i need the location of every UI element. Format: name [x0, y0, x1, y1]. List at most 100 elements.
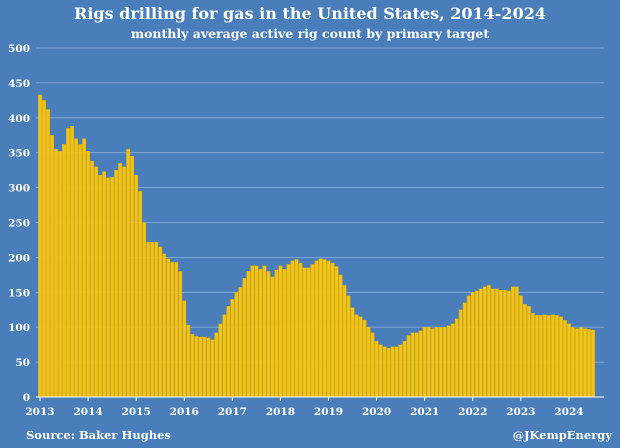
bar-58: [270, 276, 275, 398]
bar-95: [418, 330, 423, 398]
bar-70: [318, 258, 323, 398]
y-tick-label-150: 150: [8, 287, 30, 299]
bar-107: [466, 295, 471, 398]
bar-46: [222, 314, 227, 398]
bar-11: [82, 138, 86, 398]
bar-56: [262, 265, 267, 398]
x-tick-label-2021: 2021: [410, 406, 439, 418]
bar-67: [306, 267, 311, 398]
bar-29: [154, 241, 159, 398]
x-tick-label-2015: 2015: [122, 406, 151, 418]
bar-54: [254, 265, 259, 398]
bar-34: [174, 262, 179, 398]
chart-title: Rigs drilling for gas in the United Stat…: [74, 4, 546, 23]
bar-50: [238, 287, 243, 398]
x-tick-label-2018: 2018: [266, 406, 295, 418]
x-tick-label-2024: 2024: [554, 406, 583, 418]
bar-8: [70, 125, 74, 398]
bar-97: [426, 327, 431, 398]
bar-52: [246, 271, 251, 398]
y-tick-label-100: 100: [8, 322, 30, 334]
bar-23: [130, 155, 135, 398]
bar-81: [362, 320, 367, 398]
bar-17: [106, 177, 111, 398]
y-tick-label-400: 400: [8, 113, 30, 125]
bar-133: [571, 327, 575, 398]
bar-6: [62, 144, 66, 398]
y-tick-label-450: 450: [8, 78, 30, 90]
bar-21: [122, 166, 127, 398]
bar-106: [462, 302, 467, 398]
bar-39: [194, 336, 199, 398]
bar-64: [294, 259, 299, 398]
bar-119: [514, 286, 519, 398]
bar-84: [374, 340, 379, 398]
bar-104: [454, 318, 459, 398]
bar-132: [567, 323, 571, 398]
bar-32: [166, 258, 171, 398]
bar-20: [118, 162, 123, 398]
bar-5: [58, 151, 62, 398]
bar-128: [551, 314, 555, 398]
bar-74: [334, 266, 339, 398]
bar-102: [446, 325, 451, 398]
bar-63: [290, 260, 295, 398]
bar-100: [438, 327, 443, 398]
bar-0: [38, 94, 42, 398]
bar-101: [442, 327, 447, 398]
bar-14: [94, 166, 99, 398]
bar-66: [302, 267, 307, 398]
y-tick-label-300: 300: [8, 183, 30, 195]
bar-103: [450, 323, 455, 398]
bar-36: [182, 300, 187, 398]
bar-76: [342, 285, 347, 398]
bar-111: [482, 286, 487, 398]
bar-4: [54, 149, 58, 398]
bar-51: [242, 278, 247, 398]
bar-80: [358, 316, 363, 398]
y-tick-label-250: 250: [8, 218, 30, 230]
bar-22: [126, 149, 131, 398]
bar-3: [50, 135, 54, 398]
bar-121: [522, 303, 527, 398]
bar-99: [434, 327, 439, 398]
bar-115: [498, 290, 503, 398]
bar-49: [234, 292, 239, 398]
bar-108: [470, 292, 475, 398]
bar-68: [310, 264, 315, 398]
bar-126: [543, 314, 547, 398]
bar-120: [518, 295, 523, 398]
x-tick-label-2014: 2014: [73, 406, 102, 418]
bar-138: [591, 329, 595, 398]
x-tick-label-2016: 2016: [170, 406, 199, 418]
bar-7: [66, 128, 70, 398]
bar-129: [555, 315, 559, 398]
bar-35: [178, 271, 183, 398]
bar-98: [430, 328, 435, 398]
bar-13: [90, 160, 94, 398]
bar-93: [410, 332, 415, 398]
bar-83: [370, 332, 375, 398]
bar-134: [575, 328, 579, 398]
bar-86: [382, 346, 387, 398]
bar-62: [286, 264, 291, 398]
bar-110: [478, 288, 483, 398]
bar-41: [202, 336, 207, 398]
bar-72: [326, 260, 331, 398]
bar-24: [134, 174, 139, 398]
bar-89: [394, 346, 399, 398]
bar-27: [146, 241, 151, 398]
bar-44: [214, 332, 219, 398]
x-tick-label-2022: 2022: [458, 406, 487, 418]
bar-1: [42, 100, 46, 398]
bar-87: [386, 347, 391, 398]
bar-26: [142, 222, 147, 398]
bar-130: [559, 316, 563, 398]
bar-125: [539, 315, 543, 398]
bar-77: [346, 295, 351, 398]
bar-15: [98, 174, 103, 398]
y-tick-label-500: 500: [8, 43, 30, 55]
bar-53: [250, 265, 255, 398]
x-tick-label-2013: 2013: [25, 406, 54, 418]
